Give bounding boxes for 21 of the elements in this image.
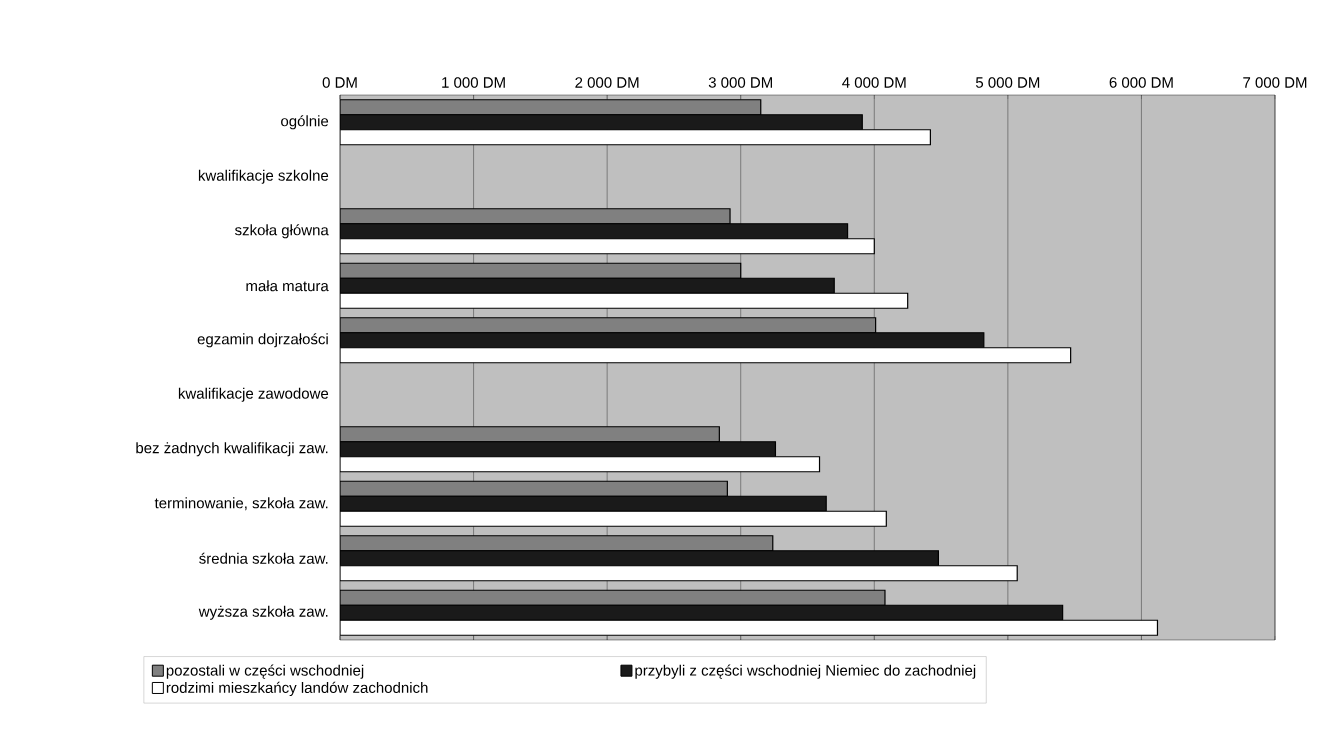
- x-tick-label: 7 000 DM: [1243, 77, 1307, 88]
- y-tick-label: terminowanie, szkoła zaw.: [154, 497, 328, 511]
- x-tick-label: 4 000 DM: [842, 77, 906, 88]
- x-tick-label: 5 000 DM: [975, 77, 1040, 88]
- y-tick-label: wyższa szkoła zaw.: [198, 605, 328, 620]
- y-tick-label: egzamin dojrzałości: [197, 333, 328, 348]
- x-tick-label: 2 000 DM: [575, 77, 639, 88]
- legend-label: pozostali w części wschodniej: [166, 664, 364, 679]
- x-tick-label: 1 000 DM: [442, 77, 505, 88]
- x-tick-label: 3 000 DM: [708, 77, 772, 88]
- x-tick-label: 0 DM: [322, 77, 357, 88]
- legend-label: przybyli z części wschodniej Niemiec do zachodniej: [635, 664, 976, 679]
- y-tick-label: kwalifikacje zawodowe: [178, 387, 329, 402]
- y-tick-label: kwalifikacje szkolne: [198, 169, 329, 184]
- y-tick-label: średnia szkoła zaw.: [199, 552, 328, 564]
- x-tick-label: 6 000 DM: [1109, 77, 1173, 88]
- legend-label: rodzimi mieszkańcy landów zachodnich: [166, 681, 428, 696]
- y-tick-label: mała matura: [246, 280, 329, 292]
- y-tick-label: bez żadnych kwalifikacji zaw.: [136, 442, 328, 457]
- y-tick-label: ogólnie: [281, 115, 329, 130]
- y-tick-label: szkoła główna: [235, 224, 329, 239]
